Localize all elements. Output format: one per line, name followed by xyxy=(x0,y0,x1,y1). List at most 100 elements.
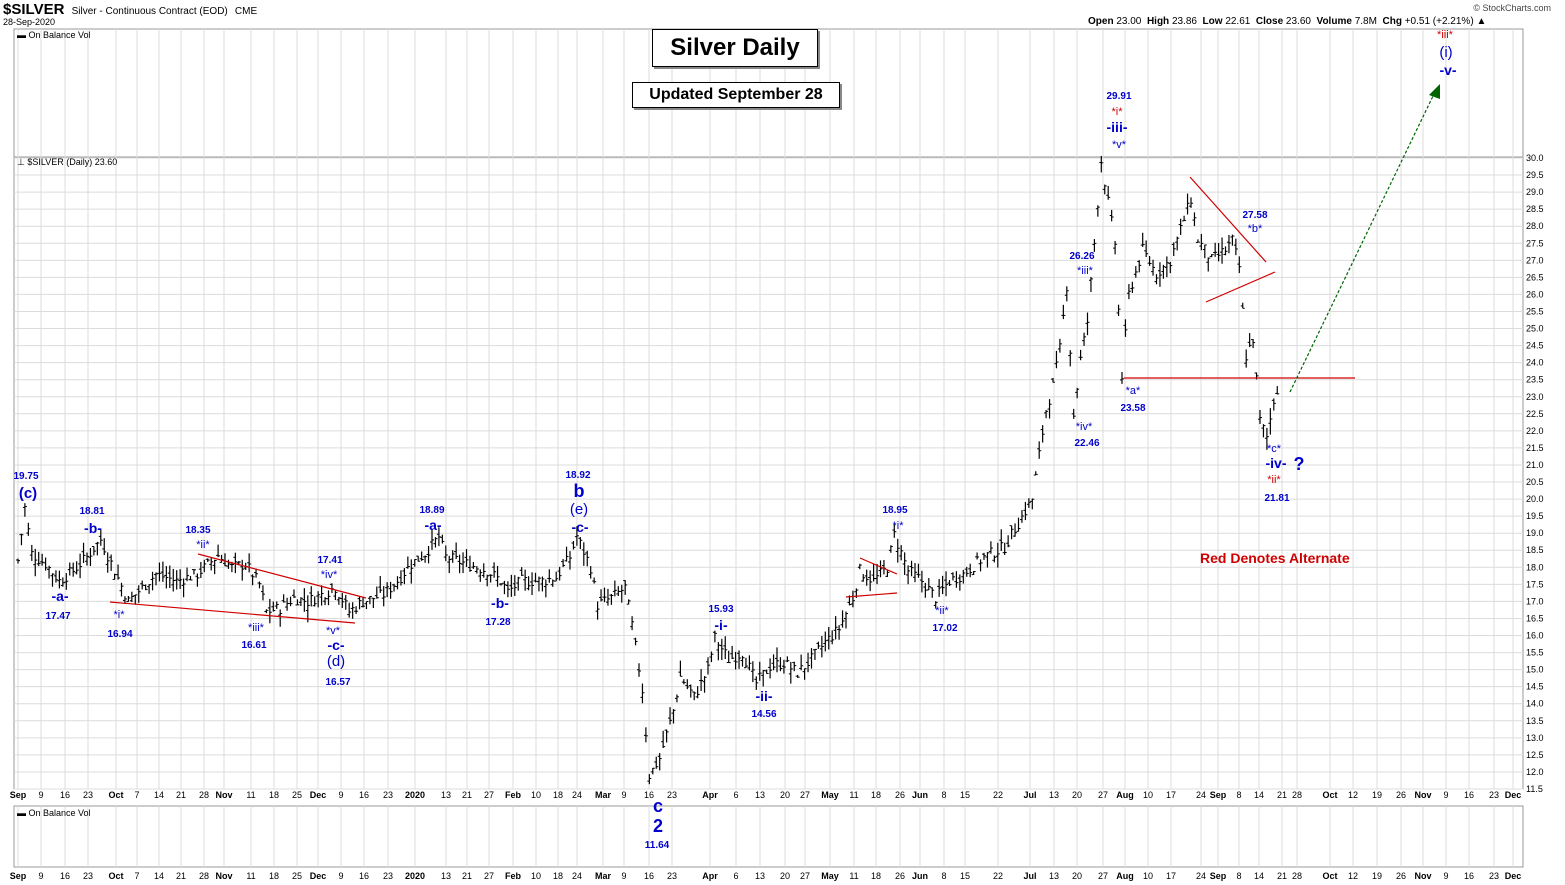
x-tick-label: 27 xyxy=(1098,871,1108,881)
x-tick-label: 18 xyxy=(553,790,563,800)
ohlc-bar xyxy=(750,661,755,683)
ohlc-bar xyxy=(354,606,359,614)
x-tick-label: 11 xyxy=(849,871,858,881)
ohlc-bar xyxy=(802,668,807,680)
wave-label: *iii* xyxy=(248,622,265,634)
brand-watermark: © StockCharts.com xyxy=(1473,3,1551,13)
ohlc-bar xyxy=(1185,193,1190,215)
ohlc-bar xyxy=(923,582,928,598)
x-tick-label: 14 xyxy=(154,790,164,800)
x-tick-label: 8 xyxy=(1236,790,1241,800)
ohlc-bar xyxy=(681,679,686,685)
ohlc-bar xyxy=(512,575,517,597)
ohlc-bar xyxy=(36,551,41,567)
x-tick-label: 21 xyxy=(462,790,472,800)
ohlc-bar xyxy=(78,553,83,579)
x-tick-label: 24 xyxy=(1196,871,1206,881)
ohlc-bar xyxy=(1223,246,1228,256)
ohlc-bar xyxy=(88,547,93,567)
ohlc-bar xyxy=(312,596,317,607)
x-tick-label: 14 xyxy=(154,871,164,881)
ohlc-bar xyxy=(381,586,386,607)
y-tick-label: 14.0 xyxy=(1526,699,1544,709)
ohlc-bar xyxy=(919,570,924,593)
ohlc-bar xyxy=(305,595,310,623)
wave-label: *i* xyxy=(113,609,125,621)
wave-label: 23.58 xyxy=(1120,403,1145,414)
wave-label: 29.91 xyxy=(1106,91,1131,102)
flag-bottom-line xyxy=(845,592,898,598)
ohlc-bar xyxy=(619,584,624,603)
volume-value: 7.8M xyxy=(1354,16,1377,27)
ohlc-bar xyxy=(657,753,662,771)
ohlc-bar xyxy=(171,568,176,592)
ohlc-bar xyxy=(1009,525,1014,540)
ohlc-bar xyxy=(333,590,338,600)
x-tick-label: 25 xyxy=(292,871,302,881)
x-tick-label: 22 xyxy=(993,871,1003,881)
x-tick-label: 13 xyxy=(441,871,451,881)
ohlc-bar xyxy=(795,674,800,678)
ohlc-bar xyxy=(302,588,307,612)
wave-label: *ii* xyxy=(935,605,949,617)
ohlc-bar xyxy=(505,581,510,598)
y-tick-label: 16.5 xyxy=(1526,613,1544,623)
ohlc-bar xyxy=(543,579,548,598)
ohlc-bar xyxy=(443,545,448,562)
ohlc-bar xyxy=(1002,542,1007,555)
ohlc-bar xyxy=(833,616,838,640)
x-tick-label: Dec xyxy=(1505,790,1522,800)
x-tick-label: 16 xyxy=(359,871,369,881)
ohlc-bar xyxy=(605,588,610,606)
wave-label: -a- xyxy=(424,517,441,533)
x-tick-label: 23 xyxy=(667,871,677,881)
ohlc-bar xyxy=(195,573,200,587)
x-tick-label: 21 xyxy=(1277,790,1287,800)
top-indicator-label: ▬ On Balance Vol xyxy=(17,30,91,40)
ohlc-bar xyxy=(1271,398,1276,411)
ohlc-bar xyxy=(806,652,811,673)
ohlc-bar xyxy=(474,566,479,574)
ohlc-bar xyxy=(726,650,731,664)
ohlc-bar xyxy=(685,679,690,690)
ohlc-bar xyxy=(1095,205,1100,217)
top-indicator-text: On Balance Vol xyxy=(28,30,91,40)
wave-label: 17.41 xyxy=(317,555,342,566)
ohlc-bar xyxy=(737,650,742,669)
ohlc-bar xyxy=(1161,264,1166,279)
ohlc-bar xyxy=(1199,234,1204,251)
x-tick-label: 27 xyxy=(484,790,494,800)
ohlc-bar xyxy=(1244,349,1249,368)
ohlc-bar xyxy=(757,661,762,681)
ohlc-bar xyxy=(1123,319,1128,337)
ohlc-bar xyxy=(181,578,186,598)
x-tick-label: 15 xyxy=(960,871,970,881)
ohlc-bar xyxy=(1195,239,1200,243)
ohlc-bar xyxy=(1171,242,1176,257)
ohlc-bar xyxy=(226,559,231,569)
ohlc-bar xyxy=(916,563,921,578)
ohlc-bar xyxy=(478,569,483,582)
ohlc-bar xyxy=(1040,425,1045,443)
wave-label: 18.89 xyxy=(419,505,444,516)
y-tick-label: 15.0 xyxy=(1526,665,1544,675)
ohlc-bar xyxy=(616,586,621,596)
ohlc-bar xyxy=(1251,339,1256,349)
ohlc-bar xyxy=(930,587,935,598)
ohlc-bar xyxy=(985,552,990,568)
ohlc-bar xyxy=(1033,471,1038,476)
ohlc-bar xyxy=(688,684,693,698)
x-tick-label: Aug xyxy=(1116,790,1134,800)
ohlc-bar xyxy=(937,579,942,597)
x-tick-label: 6 xyxy=(733,790,738,800)
wave-label: (e) xyxy=(570,501,588,518)
chart-title: Silver Daily xyxy=(652,29,818,67)
chg-value: +0.51 (+2.21%) xyxy=(1404,16,1474,27)
ohlc-bar xyxy=(950,572,955,581)
x-tick-label: 9 xyxy=(621,871,626,881)
ohlc-bar xyxy=(1061,304,1066,320)
ohlc-bar xyxy=(654,756,659,769)
ohlc-bar xyxy=(1175,236,1180,251)
ohlc-bar xyxy=(91,545,96,556)
updated-note: Updated September 28 xyxy=(632,82,840,108)
